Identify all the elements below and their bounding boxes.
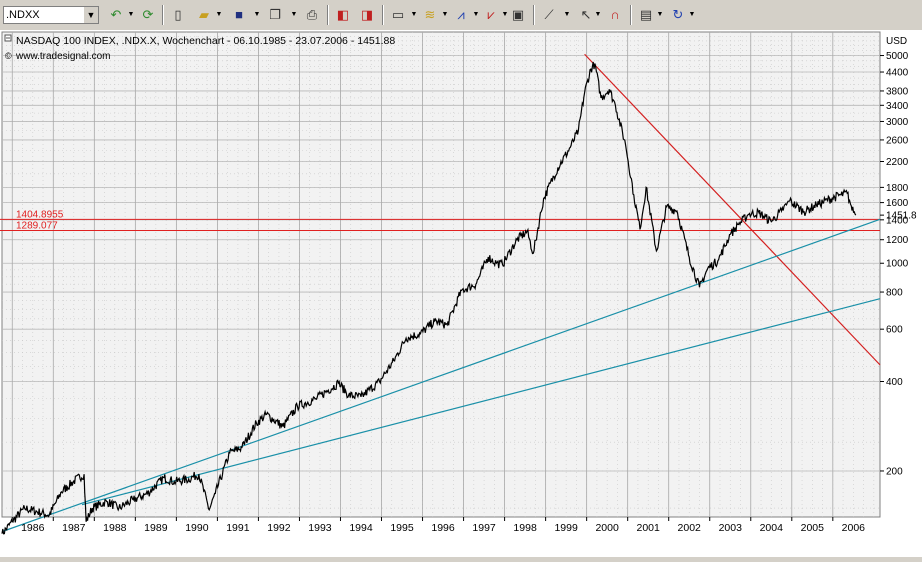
x-tick-label: 1986 — [21, 522, 45, 534]
cursor-icon[interactable]: ↖ — [580, 7, 592, 22]
chevron-down-icon[interactable]: ▼ — [501, 11, 509, 18]
refresh-icon[interactable]: ⟳ — [142, 7, 154, 22]
chart-header: NASDAQ 100 INDEX, .NDX.X, Wochenchart - … — [4, 34, 395, 62]
y-tick-label: 1800 — [886, 183, 909, 194]
y-tick-label: 600 — [886, 325, 903, 336]
chevron-down-icon[interactable]: ▼ — [594, 11, 602, 18]
horizontal-level-label: 1289.077 — [16, 220, 58, 231]
x-tick-label: 1993 — [308, 522, 332, 534]
chevron-down-icon[interactable]: ▼ — [472, 11, 480, 18]
chevron-down-icon[interactable]: ▼ — [563, 11, 571, 18]
y-tick-label: 400 — [886, 377, 903, 388]
x-tick-label: 2002 — [678, 522, 702, 534]
trendline — [584, 53, 881, 366]
plot-area — [1, 31, 881, 518]
x-tick-label: 1987 — [62, 522, 86, 534]
x-tick-label: 1990 — [185, 522, 209, 534]
y-tick-label: 3400 — [886, 101, 909, 112]
x-tick-label: 2004 — [760, 522, 784, 534]
forward-icon[interactable]: ◨ — [360, 7, 374, 22]
y-tick-label: 4400 — [886, 68, 909, 79]
y-tick-label: 800 — [886, 288, 903, 299]
x-tick-label: 1991 — [226, 522, 250, 534]
currency-label: USD — [886, 36, 907, 47]
x-tick-label: 1994 — [349, 522, 373, 534]
chevron-down-icon[interactable]: ▼ — [410, 11, 418, 18]
drawing-icon[interactable]: ⩘ — [457, 7, 465, 22]
chevron-down-icon[interactable]: ▼ — [656, 11, 664, 18]
toolbar-separator — [162, 5, 164, 25]
trendline — [1, 218, 881, 533]
main-toolbar: ▼ ↶ ▼ ⟳ ▯ ▰ ▼ ■ ▼ ❐ ▼ ⎙ ◧ ◨ ▭ ▼ ≋ ▼ ⩘ ▼ … — [0, 0, 922, 31]
x-tick-label: 1992 — [267, 522, 291, 534]
y-tick-label: 200 — [886, 466, 903, 477]
toolbar-separator — [630, 5, 632, 25]
y-tick-label: 1400 — [886, 215, 909, 226]
chevron-down-icon[interactable]: ▼ — [215, 11, 223, 18]
properties-icon[interactable]: ▣ — [511, 7, 525, 22]
chevron-down-icon[interactable]: ▼ — [253, 11, 261, 18]
y-tick-label: 1000 — [886, 259, 909, 270]
chart-type-icon[interactable]: ▭ — [391, 7, 405, 22]
x-tick-label: 1999 — [554, 522, 578, 534]
chevron-down-icon[interactable]: ▼ — [83, 7, 98, 23]
indicator-icon[interactable]: ≋ — [424, 7, 436, 22]
chevron-down-icon[interactable]: ▼ — [688, 11, 696, 18]
price-series-line[interactable] — [1, 61, 857, 535]
y-axis: USD 200 400 600 800 1000 1200 1400 1600 1800 2200… — [880, 36, 917, 477]
x-tick-label: 1998 — [513, 522, 537, 534]
print-icon[interactable]: ⎙ — [306, 7, 318, 22]
y-tick-label: 2600 — [886, 135, 909, 146]
toolbar-separator — [382, 5, 384, 25]
trend-icon[interactable]: ⩗ — [487, 7, 495, 22]
major-grid — [2, 32, 880, 517]
open-icon[interactable]: ▰ — [199, 7, 209, 22]
y-tick-label: 3000 — [886, 117, 909, 128]
x-tick-label: 1997 — [472, 522, 496, 534]
x-tick-label: 2003 — [719, 522, 743, 534]
x-tick-label: 1989 — [144, 522, 168, 534]
fine-grid — [2, 32, 880, 517]
new-icon[interactable]: ▯ — [174, 7, 182, 22]
chart-window: 1404.8955 1289.077 USD 200 400 600 800 1000 12… — [0, 30, 922, 557]
x-tick-label: 2005 — [801, 522, 825, 534]
chevron-down-icon[interactable]: ▼ — [127, 11, 135, 18]
x-tick-label: 1996 — [431, 522, 455, 534]
copyright-icon: © — [5, 51, 12, 61]
magnet-icon[interactable]: ∩ — [610, 7, 620, 22]
x-tick-label: 1995 — [390, 522, 414, 534]
x-tick-label: 1988 — [103, 522, 127, 534]
y-tick-label: 1600 — [886, 198, 909, 209]
symbol-input[interactable] — [6, 8, 82, 22]
y-tick-label: 3800 — [886, 86, 909, 97]
trendlines[interactable] — [1, 53, 881, 533]
x-axis: 1986 1987 1988 1989 1990 1991 1992 1993 1994 1995… — [11, 517, 866, 534]
symbol-combobox[interactable]: ▼ — [3, 6, 99, 24]
x-tick-label: 2001 — [637, 522, 661, 534]
source-label[interactable]: www.tradesignal.com — [15, 51, 110, 62]
toolbar-separator — [533, 5, 535, 25]
chart-title: NASDAQ 100 INDEX, .NDX.X, Wochenchart - … — [16, 35, 395, 47]
y-tick-label: 1200 — [886, 235, 909, 246]
y-tick-label: 5000 — [886, 51, 909, 62]
back-icon[interactable]: ◧ — [336, 7, 350, 22]
y-tick-label: 2200 — [886, 157, 909, 168]
last-value-label: 1451.8 — [886, 211, 917, 222]
horizontal-level-label: 1404.8955 — [16, 209, 64, 220]
copy-icon[interactable]: ❐ — [269, 7, 281, 22]
line-tool-icon[interactable]: ⟋ — [544, 7, 554, 22]
chevron-down-icon[interactable]: ▼ — [441, 11, 449, 18]
x-tick-label: 2000 — [595, 522, 619, 534]
notes-icon[interactable]: ▤ — [639, 7, 653, 22]
chevron-down-icon[interactable]: ▼ — [290, 11, 298, 18]
trendline — [81, 298, 881, 506]
reload-icon[interactable]: ↻ — [672, 7, 684, 22]
toolbar-separator — [327, 5, 329, 25]
x-tick-label: 2006 — [842, 522, 866, 534]
save-icon[interactable]: ■ — [235, 7, 243, 22]
undo-icon[interactable]: ↶ — [110, 7, 122, 22]
